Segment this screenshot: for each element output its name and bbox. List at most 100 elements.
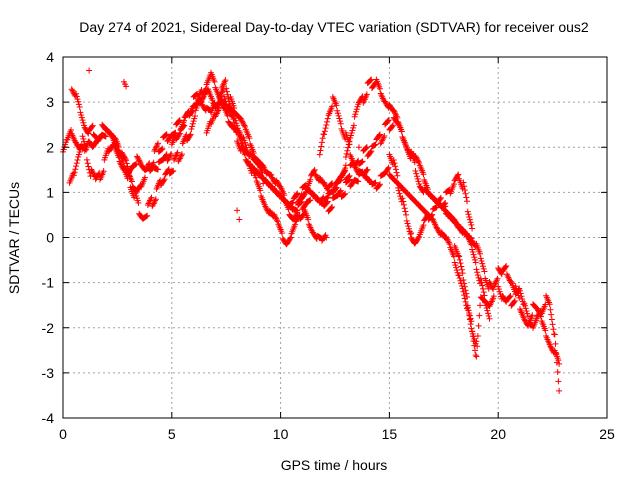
data-point (424, 186, 431, 193)
data-point (155, 140, 162, 147)
data-point (363, 91, 370, 98)
data-point (151, 199, 158, 206)
data-point (186, 132, 193, 139)
data-point (452, 262, 459, 269)
data-point (455, 252, 462, 259)
y-tick-label: -4 (42, 410, 55, 426)
data-point (202, 86, 209, 93)
data-point (378, 139, 385, 146)
data-point (519, 295, 526, 302)
data-point (463, 290, 470, 297)
data-point (453, 264, 460, 271)
data-point (342, 167, 349, 174)
data-point (444, 236, 451, 243)
data-point (522, 318, 529, 325)
data-point (487, 280, 494, 287)
data-point (471, 256, 478, 263)
data-point (178, 151, 185, 158)
data-point (317, 147, 324, 154)
data-point (321, 128, 328, 135)
data-point (405, 223, 412, 230)
data-point (355, 178, 362, 185)
data-point (233, 129, 240, 136)
data-point (394, 114, 401, 121)
y-axis-label: SDTVAR / TECUs (6, 182, 22, 294)
data-point (465, 211, 472, 218)
data-point (381, 132, 388, 139)
data-point (404, 220, 411, 227)
data-point (263, 204, 270, 211)
data-point (358, 159, 365, 166)
data-point (405, 225, 412, 232)
data-point (503, 262, 510, 269)
data-point (437, 195, 444, 202)
data-point (471, 342, 478, 349)
data-point (473, 266, 480, 273)
y-tick-label: -1 (42, 275, 55, 291)
data-point (468, 241, 475, 248)
data-point (451, 259, 458, 266)
data-point (172, 129, 179, 136)
data-point (546, 301, 553, 308)
data-point (469, 225, 476, 232)
data-point (161, 176, 168, 183)
data-point (302, 190, 309, 197)
data-point (367, 77, 374, 84)
data-point (395, 184, 402, 191)
data-point (77, 109, 84, 116)
data-point (221, 93, 228, 100)
data-point (485, 312, 492, 319)
data-point (467, 219, 474, 226)
data-point (189, 107, 196, 114)
data-point (82, 143, 89, 150)
data-point (165, 156, 172, 163)
data-point (121, 154, 128, 161)
data-point (524, 310, 531, 317)
data-point (73, 90, 80, 97)
data-point (342, 154, 349, 161)
data-point (222, 77, 229, 84)
data-point (192, 112, 199, 119)
y-tick-label: 0 (46, 230, 54, 246)
data-point (174, 149, 181, 156)
data-point (189, 120, 196, 127)
data-point (366, 77, 373, 84)
data-point (401, 205, 408, 212)
data-point (144, 212, 151, 219)
data-point (333, 184, 340, 191)
data-point (69, 87, 76, 94)
data-point (462, 190, 469, 197)
x-tick-label: 25 (599, 426, 615, 442)
data-point (149, 201, 156, 208)
data-point (413, 155, 420, 162)
data-point (390, 122, 397, 129)
data-point (146, 160, 153, 167)
data-point (321, 179, 328, 186)
data-point (466, 311, 473, 318)
data-point (136, 158, 143, 165)
data-point (348, 129, 355, 136)
data-point (552, 340, 559, 347)
data-point (471, 254, 478, 261)
data-point (474, 333, 481, 340)
data-point (344, 147, 351, 154)
data-point (484, 307, 491, 314)
data-point (363, 144, 370, 151)
data-point (333, 102, 340, 109)
data-point (323, 122, 330, 129)
data-point (389, 123, 396, 130)
data-point (72, 166, 79, 173)
data-point (162, 132, 169, 139)
data-point (242, 151, 249, 158)
data-point (442, 200, 449, 207)
data-point (294, 209, 301, 216)
data-point (335, 112, 342, 119)
data-point (468, 221, 475, 228)
data-point (450, 181, 457, 188)
data-point (341, 191, 348, 198)
data-point (292, 212, 299, 219)
data-point (469, 333, 476, 340)
data-point (176, 131, 183, 138)
data-point (128, 165, 135, 172)
data-point (150, 159, 157, 166)
